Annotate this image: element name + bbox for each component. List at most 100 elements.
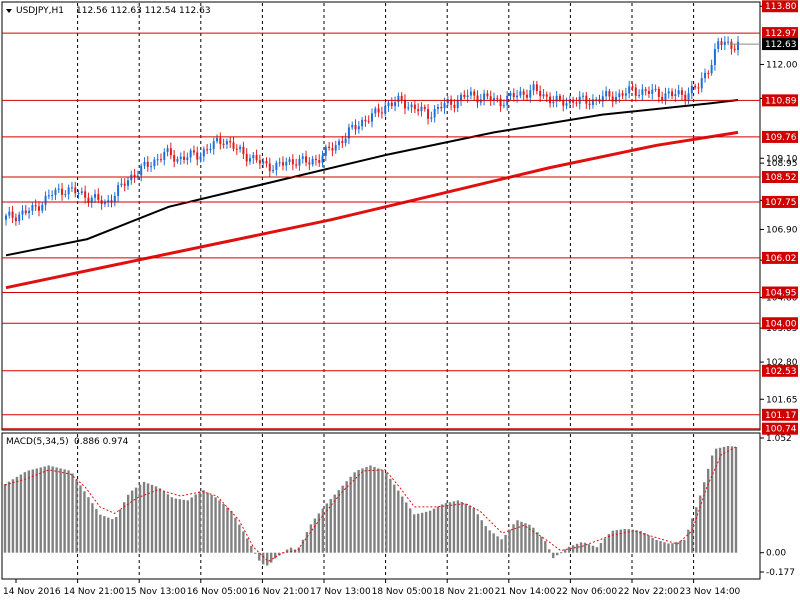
macd-bar [333,494,336,553]
candle-body [433,108,436,118]
macd-bar [277,552,281,556]
candle-body [87,197,90,203]
macd-bar [246,538,249,553]
candle-body [436,106,439,109]
price-level-tag-text: 107.75 [765,198,797,208]
macd-bar [75,479,78,553]
macd-bar [659,541,662,553]
macd-bar [23,472,27,553]
macd-header-values: 0.886 0.974 [74,437,129,447]
candle-body [572,99,575,103]
candle-body [94,194,97,198]
macd-bar [464,503,468,553]
candle-body [588,103,591,105]
time-axis-ticks: 14 Nov 2016 14 Nov 21:00 15 Nov 13:00 16 No… [3,579,741,597]
price-level-tag-bg [762,364,798,377]
macd-bar [297,547,301,553]
candle-body [647,91,650,94]
macd-bar [631,529,634,553]
macd-bar [242,531,245,553]
macd-bar [448,502,452,553]
candle-body [535,84,538,92]
candle-body [608,91,611,97]
macd-bar [313,518,317,553]
candle-body [367,121,370,123]
candle-body [113,195,116,203]
macd-bar [452,501,456,553]
candle-body [680,90,683,95]
macd-bar [603,538,607,553]
macd-bar [289,547,293,553]
macd-bar [508,529,511,553]
price-level-tag-bg [762,94,798,107]
candle-body [37,206,40,211]
candle-body [690,85,693,94]
candle-body [723,41,726,45]
candle-body [509,93,512,96]
dropdown-arrow-icon[interactable] [6,9,12,13]
macd-bar [250,545,253,553]
candle-body [621,93,624,96]
macd-bar [556,552,559,556]
macd-bar [301,539,305,553]
candle-body [34,205,37,207]
price-level-tag-text: 112.97 [765,29,797,39]
macd-bar [35,468,38,553]
candle-body [493,98,495,101]
macd-bar [369,465,372,553]
candle-body [288,159,291,163]
time-tick-label: 16 Nov 21:00 [248,587,309,597]
candle-body [295,164,298,166]
candle-body [582,95,585,97]
macd-bar [329,499,332,553]
candle-body [308,162,311,165]
candle-body [278,162,281,164]
candle-body [390,102,393,106]
candle-body [473,91,476,96]
macd-bar [703,482,706,553]
macd-bar [710,455,714,553]
macd-bar [254,552,257,554]
time-tick-label: 22 Nov 06:00 [556,587,617,597]
macd-bar [428,510,432,553]
candle-body [624,93,627,96]
macd-bar [59,468,62,553]
macd-bar [706,468,710,553]
macd-tick-label: 0.00 [766,549,786,559]
candle-body [443,103,446,109]
macd-bar [683,539,686,553]
candle-body [476,95,479,103]
candle-body [539,91,542,97]
candle-body [733,48,736,51]
macd-bar [103,516,106,553]
macd-bar [627,529,630,553]
macd-bar [337,490,340,553]
macd-bar [643,533,646,553]
macd-bar [571,545,575,553]
macd-bar [365,466,368,553]
price-level-tag-text: 108.52 [765,173,797,183]
macd-bar [563,549,567,553]
macd-bar [349,476,352,553]
candle-body [305,156,308,163]
candle-body [24,210,27,214]
candle-body [456,100,459,108]
macd-bar [269,552,273,563]
macd-bar [524,523,527,553]
candle-body [631,86,634,88]
candle-body [314,158,317,161]
candle-body [542,94,545,97]
price-tick-label: 112.00 [766,60,798,70]
macd-bar [516,520,519,553]
macd-bar [591,545,595,553]
macd-bar [635,530,638,553]
current-price-tag-bg [762,38,798,51]
candle-body [516,95,519,98]
macd-bar [39,467,42,553]
time-tick-label: 18 Nov 21:00 [433,587,494,597]
macd-bar [130,490,134,553]
candle-body [153,159,156,167]
candle-body [720,41,723,45]
candle-body [347,127,350,139]
macd-bar [202,490,205,553]
